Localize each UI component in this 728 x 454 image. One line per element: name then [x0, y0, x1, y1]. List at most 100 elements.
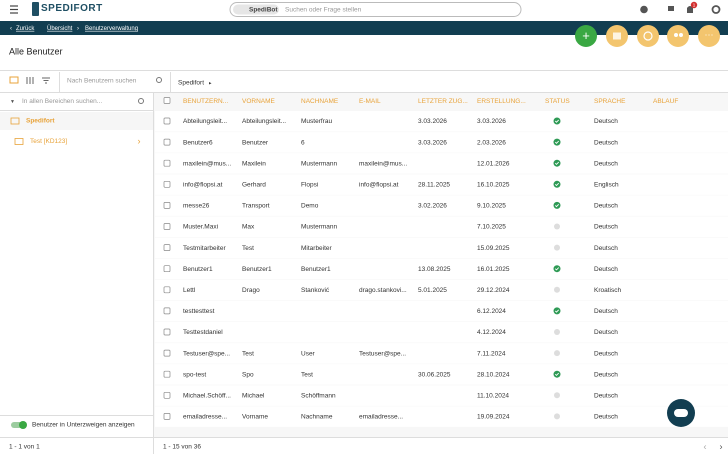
column-header[interactable]: VORNAME: [242, 98, 276, 105]
table-row[interactable]: [155, 258, 728, 280]
checkbox[interactable]: [163, 328, 171, 336]
table-cell: 3.03.2026: [477, 118, 506, 125]
table-cell: Deutsch: [594, 118, 618, 125]
table-cell: info@flopsi.at: [183, 182, 223, 189]
table-row[interactable]: [155, 364, 728, 385]
tree: Spedifort Test [KD123] ›: [0, 112, 153, 146]
path-label[interactable]: Spedifort: [178, 80, 204, 87]
logo[interactable]: SPEDIFORT: [41, 3, 103, 14]
help-icon[interactable]: [640, 5, 648, 14]
column-header[interactable]: STATUS: [545, 98, 570, 105]
status-inactive: [554, 392, 560, 399]
tree-expand[interactable]: ›: [138, 136, 141, 146]
table-row[interactable]: [155, 237, 728, 259]
table-cell: Michael: [242, 393, 265, 400]
table-cell: User: [301, 350, 316, 357]
table-cell: spo-test: [183, 371, 206, 378]
checkbox[interactable]: [163, 391, 171, 399]
folder-view-button[interactable]: [9, 76, 19, 84]
checkbox[interactable]: [163, 223, 171, 230]
toggle[interactable]: [11, 421, 27, 429]
filter-button[interactable]: [42, 77, 50, 84]
status-active: [553, 307, 561, 315]
user-search-placeholder[interactable]: Nach Benutzern suchen: [67, 78, 137, 85]
action-icon: [674, 33, 678, 37]
table-row[interactable]: [155, 279, 728, 301]
tree-label[interactable]: Test [KD123]: [30, 138, 67, 145]
checkbox[interactable]: [163, 138, 171, 146]
tree-icon: [10, 117, 20, 125]
prev-page[interactable]: ‹: [704, 441, 707, 451]
table-row[interactable]: [155, 343, 728, 364]
table-row[interactable]: [155, 174, 728, 195]
action-button[interactable]: [637, 25, 659, 47]
table-cell: 7.11.2024: [477, 350, 506, 357]
checkbox[interactable]: [163, 159, 171, 167]
next-page[interactable]: ›: [720, 441, 723, 451]
add-button[interactable]: [575, 25, 597, 47]
column-header[interactable]: NACHNAME: [301, 98, 339, 105]
column-header[interactable]: SPRACHE: [594, 98, 626, 105]
checkbox[interactable]: [163, 97, 171, 104]
badge: [690, 1, 698, 9]
status-check: [554, 309, 560, 313]
checkbox[interactable]: [163, 307, 171, 315]
breadcrumb-bar: [0, 21, 728, 35]
column-header[interactable]: ERSTELLUNG...: [477, 98, 526, 105]
checkbox[interactable]: [163, 117, 171, 125]
sidebar-search-placeholder[interactable]: In allen Bereichen suchen...: [22, 98, 102, 105]
checkbox[interactable]: [163, 244, 171, 251]
table-row[interactable]: [155, 111, 728, 132]
table-row[interactable]: [155, 322, 728, 343]
checkbox[interactable]: [163, 370, 171, 378]
table-cell: 19.09.2024: [477, 414, 510, 421]
bell-icon[interactable]: [687, 6, 693, 13]
table-row[interactable]: [155, 195, 728, 216]
checkbox[interactable]: [163, 413, 171, 420]
search-chip[interactable]: SpediBot: [249, 6, 278, 13]
search-icon[interactable]: [156, 77, 162, 83]
checkbox[interactable]: [163, 286, 171, 294]
table-row[interactable]: [155, 406, 728, 427]
column-header[interactable]: ABLAUF: [653, 98, 678, 105]
search-icon[interactable]: [138, 98, 144, 104]
status-inactive: [554, 413, 560, 420]
column-header[interactable]: LETZTER ZUG...: [418, 98, 468, 105]
grid-view-button[interactable]: [26, 77, 34, 84]
table-cell: Maxilein: [242, 160, 266, 167]
table-cell: Deutsch: [594, 245, 618, 252]
table-row[interactable]: [155, 132, 728, 153]
status-check: [554, 140, 560, 144]
collapse-arrow[interactable]: ▼: [10, 99, 15, 105]
tree-label[interactable]: Spedifort: [26, 118, 55, 125]
table-row[interactable]: [155, 385, 728, 406]
column-header[interactable]: BENUTZERN...: [183, 98, 228, 105]
checkbox[interactable]: [163, 349, 171, 357]
table-cell: Gerhard: [242, 182, 266, 189]
back-link[interactable]: Zurück: [16, 26, 35, 32]
more-button[interactable]: [698, 25, 720, 47]
checkbox[interactable]: [163, 202, 171, 209]
table-cell: Schöffmann: [301, 393, 336, 400]
table-cell: Kroatisch: [594, 287, 621, 294]
table-row[interactable]: [155, 216, 728, 238]
breadcrumb-separator: ›: [77, 26, 79, 32]
table-cell: Deutsch: [594, 308, 618, 315]
trophy-icon[interactable]: [668, 6, 674, 11]
table-cell: Spo: [242, 371, 254, 378]
table-row[interactable]: [155, 153, 728, 174]
table-cell: Test: [242, 350, 254, 357]
checkbox[interactable]: [163, 180, 171, 188]
action-button[interactable]: [667, 25, 689, 47]
breadcrumb-link[interactable]: Benutzerverwaltung: [85, 26, 138, 32]
column-header[interactable]: E-MAIL: [359, 98, 381, 105]
status-active: [553, 180, 561, 188]
settings-icon[interactable]: [711, 5, 721, 14]
search-box[interactable]: [229, 2, 522, 17]
breadcrumb-link[interactable]: Übersicht: [47, 25, 73, 32]
status-active: [553, 370, 561, 378]
back-arrow: ‹: [10, 26, 12, 32]
menu-button[interactable]: [10, 5, 18, 14]
checkbox[interactable]: [163, 265, 171, 273]
table-row[interactable]: [155, 300, 728, 322]
